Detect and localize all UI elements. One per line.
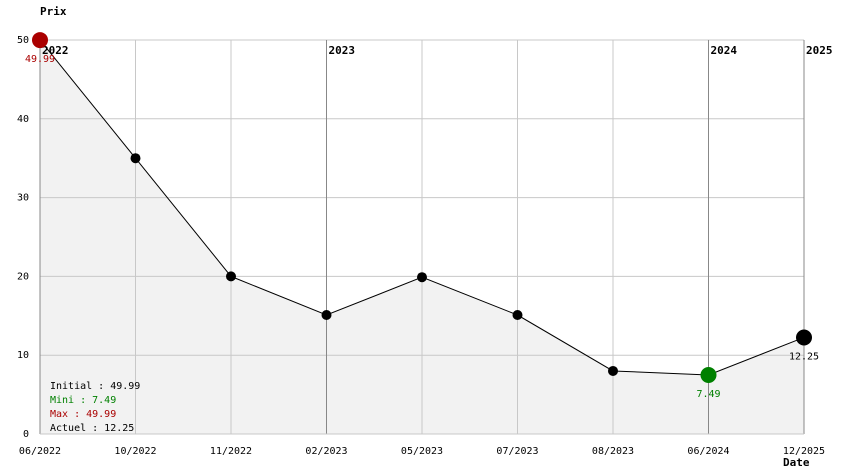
summary-line: Actuel : 12.25 [50,423,134,434]
year-label: 2024 [711,44,738,57]
x-tick-label: 06/2024 [687,446,729,457]
point [700,366,717,383]
point [417,272,427,283]
y-tick-label: 50 [17,35,29,46]
point [512,310,523,321]
y-tick-label: 30 [17,193,29,204]
point [321,310,332,321]
value-label: 7.49 [696,389,720,400]
y-tick-label: 20 [17,271,29,282]
year-label: 2022 [42,44,69,57]
value-label: 49.99 [25,54,55,65]
summary-line: Mini : 7.49 [50,395,116,406]
x-tick-label: 05/2023 [401,446,443,457]
year-label: 2023 [329,44,356,57]
summary-line: Initial : 49.99 [50,381,140,392]
x-tick-label: 08/2023 [592,446,634,457]
x-tick-label: 02/2023 [305,446,347,457]
value-label: 12.25 [789,351,819,362]
x-tick-label: 10/2022 [114,446,156,457]
x-tick-label: 11/2022 [210,446,252,457]
x-axis-label: Date [783,456,810,469]
year-label: 2025 [806,44,833,57]
point [608,365,618,376]
point [796,329,812,346]
y-tick-label: 10 [17,350,29,361]
summary-line: Max : 49.99 [50,409,116,420]
y-axis-label: Prix [40,5,67,18]
point [32,32,48,49]
point [130,153,141,164]
x-tick-label: 06/2022 [19,446,61,457]
x-tick-label: 12/2025 [783,446,825,457]
x-tick-label: 07/2023 [496,446,538,457]
y-tick-label: 0 [23,429,29,440]
point [226,271,236,282]
y-tick-label: 40 [17,114,29,125]
